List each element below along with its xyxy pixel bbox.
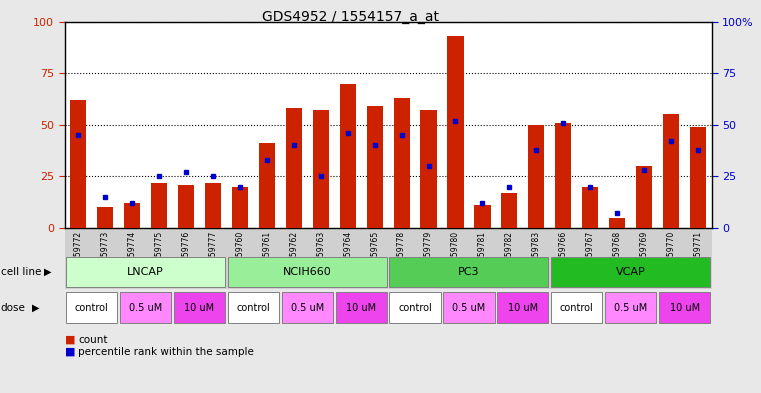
Bar: [636, 166, 652, 228]
Bar: [528, 125, 544, 228]
Text: dose: dose: [1, 303, 26, 312]
Bar: [259, 143, 275, 228]
Text: GDS4952 / 1554157_a_at: GDS4952 / 1554157_a_at: [262, 10, 438, 24]
Bar: [447, 36, 463, 228]
Text: count: count: [78, 335, 108, 345]
FancyBboxPatch shape: [66, 257, 225, 287]
Text: ■: ■: [65, 335, 75, 345]
Bar: [339, 83, 356, 228]
Text: cell line: cell line: [1, 267, 41, 277]
Text: ▶: ▶: [44, 267, 52, 277]
Text: 0.5 uM: 0.5 uM: [129, 303, 162, 312]
Bar: [285, 108, 302, 228]
Bar: [609, 218, 626, 228]
Bar: [151, 182, 167, 228]
Text: control: control: [237, 303, 270, 312]
Bar: [313, 110, 329, 228]
Text: control: control: [560, 303, 594, 312]
FancyBboxPatch shape: [605, 292, 656, 323]
Bar: [501, 193, 517, 228]
Bar: [393, 98, 409, 228]
Bar: [70, 100, 86, 228]
FancyBboxPatch shape: [66, 292, 117, 323]
Text: percentile rank within the sample: percentile rank within the sample: [78, 347, 254, 357]
Bar: [556, 123, 572, 228]
Text: PC3: PC3: [458, 267, 479, 277]
Bar: [663, 114, 679, 228]
FancyBboxPatch shape: [390, 257, 549, 287]
Text: NCIH660: NCIH660: [283, 267, 332, 277]
FancyBboxPatch shape: [282, 292, 333, 323]
FancyBboxPatch shape: [228, 257, 387, 287]
Bar: [474, 205, 491, 228]
Bar: [205, 182, 221, 228]
Bar: [178, 185, 194, 228]
Text: 0.5 uM: 0.5 uM: [614, 303, 648, 312]
Text: 10 uM: 10 uM: [346, 303, 376, 312]
Bar: [97, 208, 113, 228]
FancyBboxPatch shape: [228, 292, 279, 323]
Text: ▶: ▶: [32, 303, 40, 312]
FancyBboxPatch shape: [120, 292, 171, 323]
Bar: [582, 187, 598, 228]
Text: 10 uM: 10 uM: [508, 303, 538, 312]
FancyBboxPatch shape: [336, 292, 387, 323]
Text: LNCAP: LNCAP: [127, 267, 164, 277]
FancyBboxPatch shape: [390, 292, 441, 323]
Bar: [421, 110, 437, 228]
Text: ■: ■: [65, 347, 75, 357]
Text: 0.5 uM: 0.5 uM: [291, 303, 324, 312]
Text: 0.5 uM: 0.5 uM: [452, 303, 486, 312]
Text: VCAP: VCAP: [616, 267, 645, 277]
Text: control: control: [398, 303, 432, 312]
Text: 10 uM: 10 uM: [670, 303, 699, 312]
Bar: [232, 187, 248, 228]
FancyBboxPatch shape: [551, 257, 710, 287]
Bar: [367, 106, 383, 228]
Text: 10 uM: 10 uM: [184, 303, 215, 312]
FancyBboxPatch shape: [174, 292, 225, 323]
Text: control: control: [75, 303, 109, 312]
Bar: [124, 203, 140, 228]
FancyBboxPatch shape: [551, 292, 603, 323]
FancyBboxPatch shape: [497, 292, 549, 323]
Bar: [690, 127, 706, 228]
FancyBboxPatch shape: [444, 292, 495, 323]
FancyBboxPatch shape: [659, 292, 710, 323]
